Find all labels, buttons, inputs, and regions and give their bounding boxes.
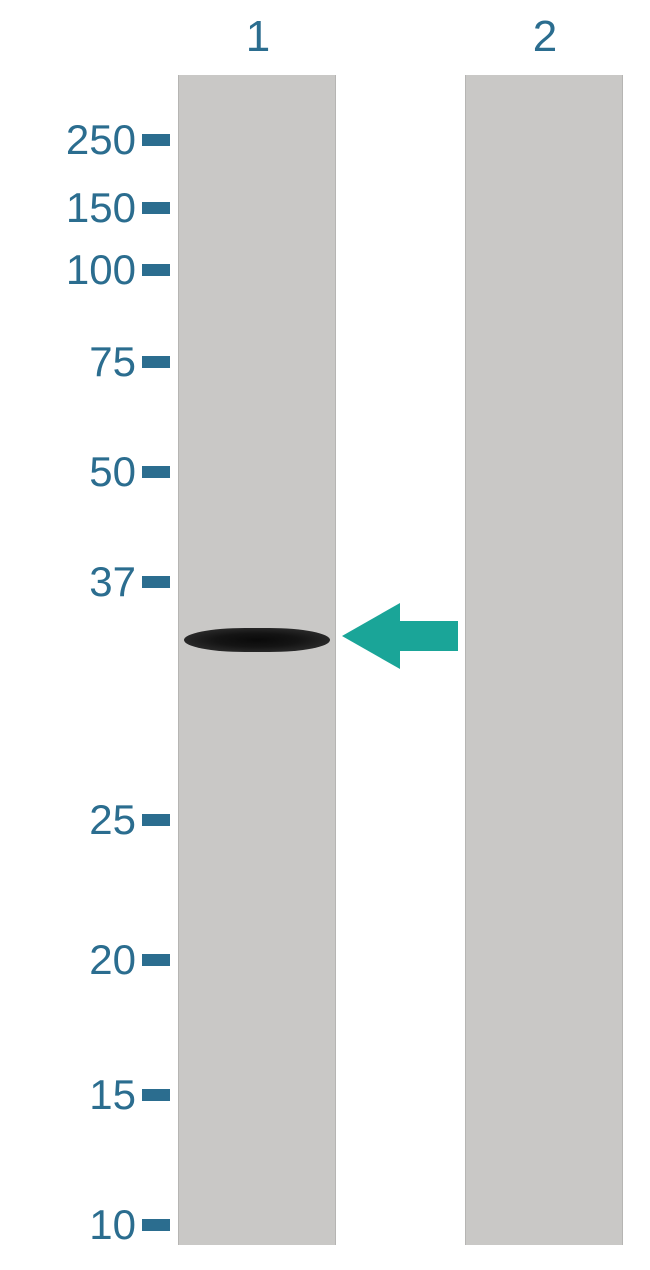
mw-marker: 15 xyxy=(0,1074,170,1116)
mw-marker: 20 xyxy=(0,939,170,981)
mw-marker-tick xyxy=(142,954,170,966)
band-lane1-target xyxy=(184,628,330,652)
mw-marker: 150 xyxy=(0,187,170,229)
mw-marker-value: 150 xyxy=(66,184,136,232)
mw-marker: 25 xyxy=(0,799,170,841)
lane-2 xyxy=(465,75,623,1245)
mw-marker: 100 xyxy=(0,249,170,291)
mw-marker: 50 xyxy=(0,451,170,493)
mw-marker-value: 15 xyxy=(89,1071,136,1119)
mw-marker-value: 37 xyxy=(89,558,136,606)
lane-2-label: 2 xyxy=(525,12,565,62)
lane-1-label: 1 xyxy=(238,12,278,62)
arrow-shaft xyxy=(400,621,458,651)
mw-marker: 75 xyxy=(0,341,170,383)
mw-marker-tick xyxy=(142,1089,170,1101)
target-arrow-icon xyxy=(342,603,458,669)
mw-marker-tick xyxy=(142,576,170,588)
mw-marker-tick xyxy=(142,264,170,276)
mw-marker-value: 25 xyxy=(89,796,136,844)
mw-marker-value: 20 xyxy=(89,936,136,984)
mw-marker: 37 xyxy=(0,561,170,603)
mw-marker-tick xyxy=(142,356,170,368)
mw-marker: 10 xyxy=(0,1204,170,1246)
mw-marker-tick xyxy=(142,202,170,214)
mw-marker-value: 75 xyxy=(89,338,136,386)
mw-marker-value: 10 xyxy=(89,1201,136,1249)
mw-marker-value: 50 xyxy=(89,448,136,496)
mw-marker-value: 250 xyxy=(66,116,136,164)
mw-marker-tick xyxy=(142,814,170,826)
mw-marker-tick xyxy=(142,134,170,146)
mw-marker-value: 100 xyxy=(66,246,136,294)
mw-marker: 250 xyxy=(0,119,170,161)
mw-marker-tick xyxy=(142,1219,170,1231)
lane-1 xyxy=(178,75,336,1245)
mw-marker-tick xyxy=(142,466,170,478)
arrow-head xyxy=(342,603,400,669)
western-blot-figure: 1 2 250 150 100 75 50 37 25 20 15 10 xyxy=(0,0,650,1270)
